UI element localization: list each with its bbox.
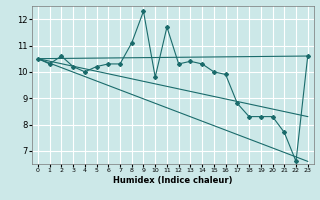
X-axis label: Humidex (Indice chaleur): Humidex (Indice chaleur): [113, 176, 233, 185]
